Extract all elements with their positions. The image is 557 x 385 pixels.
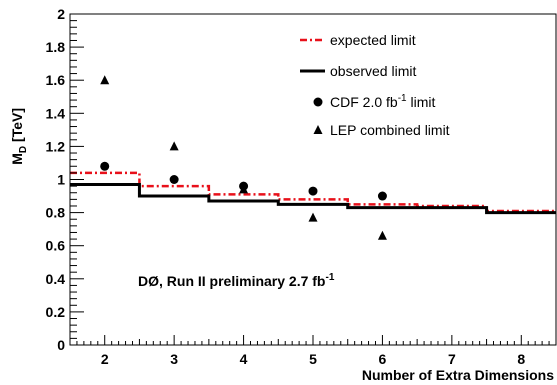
- observed-limit-line: [70, 182, 556, 215]
- lep-limit-point: [239, 184, 249, 194]
- y-tick-label: 1.4: [46, 105, 66, 121]
- legend-label-name: observed limit: [330, 63, 416, 79]
- y-tick-label: 0.2: [46, 304, 66, 320]
- lep-limit-point: [100, 75, 110, 85]
- legend: expected limit observed limit CDF 2.0 fb-1…: [300, 32, 450, 138]
- cdf-limit-point: [308, 186, 318, 196]
- legend-label: observed limit: [330, 63, 416, 79]
- x-tick-label: 7: [448, 351, 456, 367]
- annotation: DØ, Run II preliminary 2.7 fb-1: [138, 272, 335, 289]
- legend-lep-symbol: [313, 125, 323, 134]
- expected-limit-line: [70, 171, 556, 213]
- x-tick-label: 6: [379, 351, 387, 367]
- y-axis-label-unit: [TeV]: [9, 108, 25, 146]
- legend-label-name: expected limit: [330, 32, 416, 48]
- y-tick-label: 1.6: [46, 72, 66, 88]
- y-tick-label: 0: [57, 337, 65, 353]
- cdf-limit-point: [169, 175, 179, 184]
- x-axis-label: Number of Extra Dimensions: [362, 367, 554, 383]
- legend-label: expected limit: [330, 32, 416, 48]
- legend-label-name: CDF 2.0 fb: [330, 94, 398, 110]
- y-tick-label: 1.2: [46, 138, 66, 154]
- legend-label: CDF 2.0 fb-1 limit: [330, 93, 435, 110]
- y-tick-label: 1.8: [46, 39, 66, 55]
- cdf-limit-point: [377, 191, 387, 201]
- legend-label-superscript: -1: [398, 93, 407, 104]
- legend-label-suffix: limit: [407, 94, 436, 110]
- y-tick-label: 0.4: [46, 271, 66, 287]
- x-tick-label: 3: [170, 351, 178, 367]
- x-tick-label: 4: [240, 351, 248, 367]
- y-tick-label: 2: [57, 6, 65, 22]
- lep-limit-point: [377, 230, 387, 240]
- legend-cdf-symbol: [313, 97, 323, 107]
- x-tick-label: 2: [101, 351, 109, 367]
- annotation-superscript: -1: [325, 272, 334, 283]
- annotation-text: DØ, Run II preliminary 2.7 fb: [138, 273, 325, 289]
- lep-limit-point: [169, 141, 179, 151]
- y-axis-label-main: M: [9, 153, 25, 165]
- y-tick-label: 0.8: [46, 205, 66, 221]
- legend-label-name: LEP combined limit: [330, 122, 450, 138]
- y-axis-label: MD [TeV]: [9, 108, 29, 165]
- lep-limit-point: [308, 212, 318, 222]
- y-tick-label: 0.6: [46, 238, 66, 254]
- data-layer: [70, 75, 556, 240]
- x-tick-label: 8: [517, 351, 525, 367]
- axes-layer: 0 0.2 0.4 0.6 0.8 1 1.2 1.4 1.6 1.8 2 2 3 4 5 6 7 8: [46, 6, 557, 367]
- y-axis-label-sub: D: [18, 146, 29, 153]
- cdf-limit-point: [100, 161, 110, 171]
- x-tick-label: 5: [309, 351, 317, 367]
- y-tick-label: 1: [57, 172, 65, 188]
- legend-label: LEP combined limit: [330, 122, 450, 138]
